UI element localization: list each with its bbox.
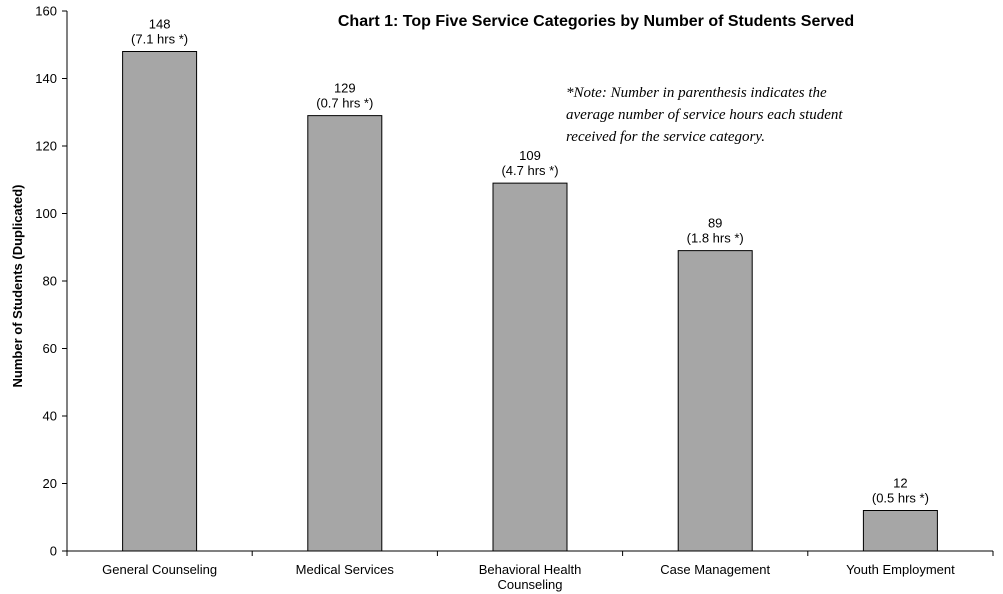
bar xyxy=(677,250,753,552)
y-tick-label: 40 xyxy=(43,409,57,424)
x-category-label: Youth Employment xyxy=(846,562,955,577)
data-label-hours: (0.7 hrs *) xyxy=(316,96,373,111)
y-tick-label: 100 xyxy=(35,206,57,221)
note-line: received for the service category. xyxy=(566,129,765,145)
x-category-label: Counseling xyxy=(497,577,562,592)
chart-annotation: *Note: Number in parenthesis indicates t… xyxy=(566,85,843,145)
data-label-value: 109 xyxy=(519,148,541,163)
data-label-value: 12 xyxy=(893,476,907,491)
y-axis-label: Number of Students (Duplicated) xyxy=(10,185,25,388)
y-tick-label: 0 xyxy=(50,544,57,559)
data-label-value: 148 xyxy=(149,17,171,32)
bar xyxy=(122,51,198,552)
bar xyxy=(492,182,568,552)
x-category-label: Behavioral Health xyxy=(479,562,582,577)
data-label-value: 129 xyxy=(334,81,356,96)
y-axis-ticks: 0 20 40 60 80 100 120 140 160 xyxy=(35,4,994,559)
x-category-label: Medical Services xyxy=(296,562,395,577)
note-line: average number of service hours each stu… xyxy=(566,107,843,123)
bar xyxy=(862,510,938,552)
x-category-label: General Counseling xyxy=(102,562,217,577)
y-tick-label: 140 xyxy=(35,71,57,86)
category-labels: General Counseling Medical Services Behavi… xyxy=(102,562,955,592)
data-label-hours: (7.1 hrs *) xyxy=(131,32,188,47)
data-label-hours: (4.7 hrs *) xyxy=(501,163,558,178)
data-label-value: 89 xyxy=(708,216,722,231)
y-tick-label: 80 xyxy=(43,274,57,289)
chart-title: Chart 1: Top Five Service Categories by … xyxy=(338,13,854,30)
data-label-hours: (1.8 hrs *) xyxy=(687,231,744,246)
bars xyxy=(122,51,938,552)
note-line: *Note: Number in parenthesis indicates t… xyxy=(566,85,827,101)
y-tick-label: 120 xyxy=(35,139,57,154)
bar xyxy=(307,115,383,552)
y-tick-label: 20 xyxy=(43,476,57,491)
y-tick-label: 160 xyxy=(35,4,57,19)
data-labels: 148(7.1 hrs *) 129(0.7 hrs *) 109(4.7 hrs … xyxy=(131,17,929,506)
data-label-hours: (0.5 hrs *) xyxy=(872,491,929,506)
x-category-label: Case Management xyxy=(660,562,770,577)
y-tick-label: 60 xyxy=(43,341,57,356)
